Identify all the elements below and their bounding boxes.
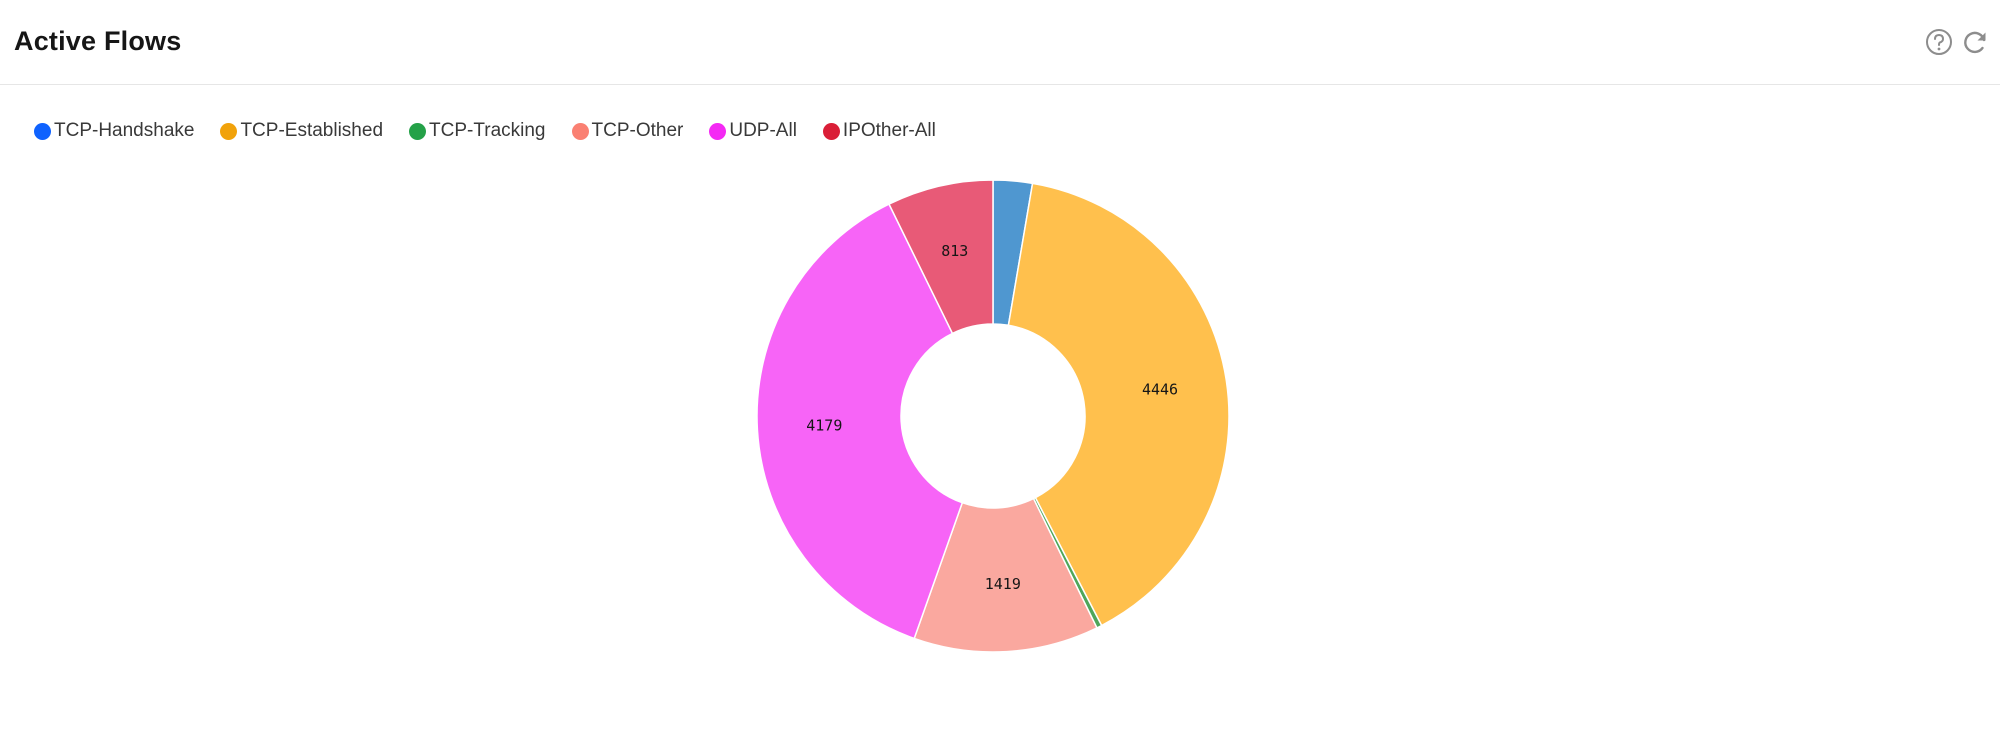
legend-item-tcp-other[interactable]: TCP-Other bbox=[571, 118, 684, 144]
legend-item-tcp-tracking[interactable]: TCP-Tracking bbox=[409, 118, 546, 144]
slice-ipother-all[interactable] bbox=[888, 179, 994, 335]
refresh-icon[interactable] bbox=[1960, 27, 1990, 57]
legend-label: UDP-All bbox=[729, 120, 797, 141]
slice-udp-all[interactable] bbox=[756, 203, 964, 640]
chart-legend: TCP-Handshake TCP-Established TCP-Tracking… bbox=[34, 117, 962, 145]
help-circle-icon[interactable] bbox=[1924, 27, 1954, 57]
legend-swatch bbox=[220, 122, 238, 140]
legend-item-tcp-established[interactable]: TCP-Established bbox=[220, 118, 383, 144]
panel-header: Active Flows bbox=[0, 0, 2000, 85]
page-title: Active Flows bbox=[14, 26, 182, 56]
legend-swatch bbox=[34, 122, 51, 140]
legend-swatch bbox=[571, 122, 589, 140]
legend-item-tcp-handshake[interactable]: TCP-Handshake bbox=[34, 118, 194, 144]
legend-item-ipother-all[interactable]: IPOther-All bbox=[822, 118, 936, 144]
legend-label: TCP-Other bbox=[591, 120, 684, 141]
legend-label: TCP-Handshake bbox=[54, 120, 195, 141]
slice-label-udp-all: 4179 bbox=[806, 416, 842, 434]
slice-tcp-other[interactable] bbox=[913, 497, 1098, 653]
legend-label: IPOther-All bbox=[842, 120, 936, 141]
slice-tcp-established[interactable] bbox=[1007, 182, 1230, 627]
slice-label-tcp-established: 4446 bbox=[1142, 380, 1178, 398]
slice-label-tcp-other: 1419 bbox=[985, 575, 1021, 593]
slice-label-ipother-all: 813 bbox=[941, 242, 968, 260]
legend-label: TCP-Tracking bbox=[429, 120, 546, 141]
legend-item-udp-all[interactable]: UDP-All bbox=[709, 118, 797, 144]
slice-labels: 4446 1419 4179 813 bbox=[806, 242, 1178, 593]
legend-swatch bbox=[409, 122, 427, 140]
donut-slices bbox=[756, 179, 1230, 653]
legend-swatch bbox=[709, 122, 727, 140]
legend-label: TCP-Established bbox=[240, 120, 384, 141]
legend-swatch bbox=[822, 122, 840, 140]
